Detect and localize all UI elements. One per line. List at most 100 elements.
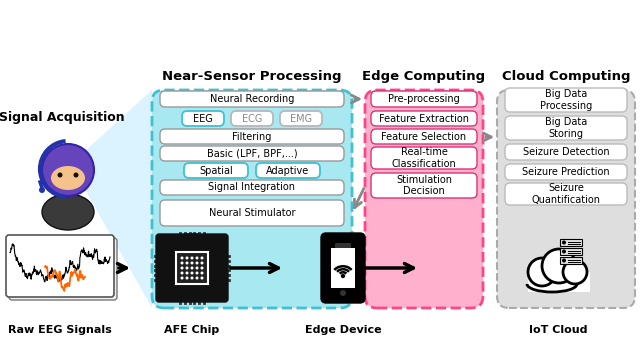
Text: Cloud Computing: Cloud Computing xyxy=(502,70,630,83)
Circle shape xyxy=(195,266,198,270)
FancyBboxPatch shape xyxy=(505,183,627,205)
Circle shape xyxy=(563,260,587,284)
Circle shape xyxy=(195,276,198,280)
Circle shape xyxy=(191,276,193,280)
Circle shape xyxy=(340,290,346,296)
Circle shape xyxy=(186,276,189,280)
Circle shape xyxy=(195,272,198,274)
Circle shape xyxy=(186,257,189,259)
FancyBboxPatch shape xyxy=(160,200,344,226)
Text: Spatial: Spatial xyxy=(199,166,233,175)
Text: Basic (LPF, BPF,...): Basic (LPF, BPF,...) xyxy=(207,148,298,159)
Text: Seizure Detection: Seizure Detection xyxy=(523,147,609,157)
FancyBboxPatch shape xyxy=(185,234,199,244)
Circle shape xyxy=(562,259,566,262)
Text: ECG: ECG xyxy=(242,113,262,124)
Text: Near-Sensor Processing: Near-Sensor Processing xyxy=(163,70,342,83)
Text: Neural Stimulator: Neural Stimulator xyxy=(209,208,295,218)
Circle shape xyxy=(528,258,556,286)
Text: IoT Cloud: IoT Cloud xyxy=(529,325,588,335)
FancyBboxPatch shape xyxy=(160,180,344,195)
Text: Feature Selection: Feature Selection xyxy=(381,132,467,141)
FancyBboxPatch shape xyxy=(9,238,117,300)
FancyBboxPatch shape xyxy=(152,90,352,308)
Circle shape xyxy=(191,272,193,274)
Circle shape xyxy=(42,144,94,196)
Bar xyxy=(528,272,590,292)
FancyBboxPatch shape xyxy=(160,146,344,161)
Circle shape xyxy=(562,250,566,253)
Text: Pre-processing: Pre-processing xyxy=(388,94,460,104)
Bar xyxy=(331,248,355,288)
FancyBboxPatch shape xyxy=(505,144,627,160)
FancyBboxPatch shape xyxy=(505,164,627,180)
Text: Edge Computing: Edge Computing xyxy=(362,70,486,83)
Circle shape xyxy=(200,266,204,270)
Polygon shape xyxy=(84,90,152,308)
Circle shape xyxy=(542,249,576,283)
Circle shape xyxy=(562,240,566,245)
Text: Big Data
Storing: Big Data Storing xyxy=(545,117,587,139)
Circle shape xyxy=(58,173,63,177)
Circle shape xyxy=(341,274,345,278)
Circle shape xyxy=(186,266,189,270)
Circle shape xyxy=(200,272,204,274)
Text: Neural Recording: Neural Recording xyxy=(210,94,294,104)
Text: Signal Integration: Signal Integration xyxy=(209,182,296,192)
Text: Big Data
Processing: Big Data Processing xyxy=(540,89,592,111)
Circle shape xyxy=(180,257,184,259)
Text: Seizure
Quantification: Seizure Quantification xyxy=(531,183,600,205)
Circle shape xyxy=(39,187,45,193)
Bar xyxy=(176,252,208,284)
Circle shape xyxy=(180,266,184,270)
FancyBboxPatch shape xyxy=(371,91,477,107)
Circle shape xyxy=(200,261,204,265)
Circle shape xyxy=(200,276,204,280)
Text: Real-time
Classification: Real-time Classification xyxy=(392,147,456,169)
Circle shape xyxy=(200,257,204,259)
Circle shape xyxy=(191,266,193,270)
FancyBboxPatch shape xyxy=(160,129,344,144)
FancyBboxPatch shape xyxy=(6,235,114,297)
Text: Signal Acquisition: Signal Acquisition xyxy=(0,112,125,125)
Text: Adaptive: Adaptive xyxy=(266,166,310,175)
Circle shape xyxy=(186,261,189,265)
FancyBboxPatch shape xyxy=(505,116,627,140)
FancyBboxPatch shape xyxy=(321,233,365,303)
FancyBboxPatch shape xyxy=(184,163,248,178)
Circle shape xyxy=(195,257,198,259)
Text: EMG: EMG xyxy=(290,113,312,124)
Circle shape xyxy=(191,261,193,265)
Circle shape xyxy=(195,261,198,265)
Bar xyxy=(560,239,582,246)
Circle shape xyxy=(186,272,189,274)
Text: EEG: EEG xyxy=(193,113,213,124)
FancyBboxPatch shape xyxy=(335,243,351,248)
Text: Stimulation
Decision: Stimulation Decision xyxy=(396,175,452,196)
Circle shape xyxy=(180,272,184,274)
Text: Raw EEG Signals: Raw EEG Signals xyxy=(8,325,112,335)
FancyBboxPatch shape xyxy=(505,88,627,112)
Text: Filtering: Filtering xyxy=(232,132,272,141)
FancyBboxPatch shape xyxy=(182,111,224,126)
Ellipse shape xyxy=(42,194,94,230)
FancyBboxPatch shape xyxy=(371,111,477,126)
FancyBboxPatch shape xyxy=(371,173,477,198)
Circle shape xyxy=(74,173,79,177)
Circle shape xyxy=(180,261,184,265)
Text: Feature Extraction: Feature Extraction xyxy=(379,113,469,124)
Bar xyxy=(560,257,582,264)
FancyBboxPatch shape xyxy=(231,111,273,126)
Text: Seizure Prediction: Seizure Prediction xyxy=(522,167,610,177)
FancyBboxPatch shape xyxy=(160,91,344,107)
FancyBboxPatch shape xyxy=(497,90,635,308)
Circle shape xyxy=(191,257,193,259)
FancyBboxPatch shape xyxy=(371,147,477,169)
FancyBboxPatch shape xyxy=(156,234,228,302)
Text: AFE Chip: AFE Chip xyxy=(164,325,220,335)
Bar xyxy=(560,248,582,255)
FancyBboxPatch shape xyxy=(365,90,483,308)
Ellipse shape xyxy=(51,166,85,190)
FancyBboxPatch shape xyxy=(371,129,477,144)
Circle shape xyxy=(180,276,184,280)
